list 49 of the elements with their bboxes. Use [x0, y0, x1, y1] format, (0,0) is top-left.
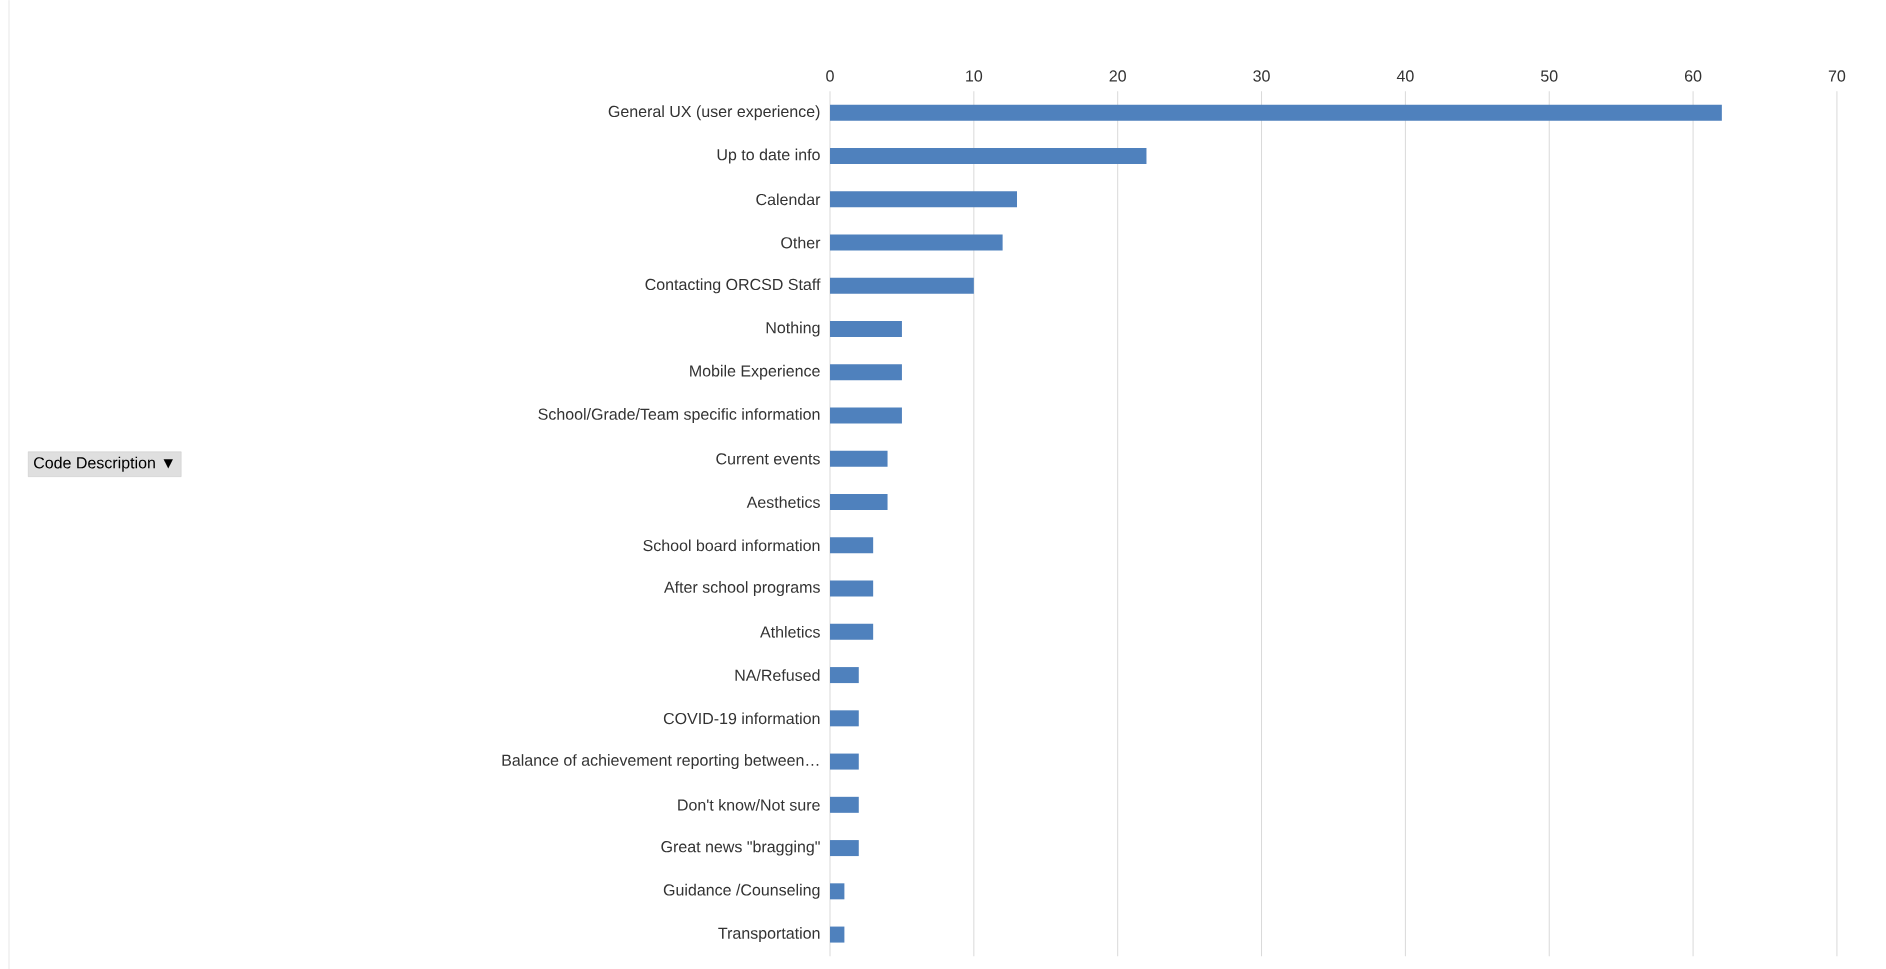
y-tick-label: Other	[781, 236, 821, 249]
x-tick-label: 70	[1828, 70, 1846, 82]
bar	[830, 839, 859, 856]
y-tick-label: COVID-19 information	[663, 712, 820, 725]
y-tick-label: After school programs	[664, 580, 820, 596]
x-tick-label: 10	[966, 70, 983, 82]
y-tick-label: Up to date info	[717, 148, 820, 164]
y-tick-label: Balance of achievement reporting between…	[502, 753, 819, 769]
bar	[830, 493, 888, 510]
bar	[830, 234, 1003, 251]
y-tick-label: Mobile Experience	[690, 364, 820, 380]
bar	[830, 753, 859, 770]
bar	[830, 450, 888, 467]
bar	[830, 580, 874, 597]
y-tick-label: Current events	[716, 452, 820, 465]
y-tick-label: Contacting ORCSD Staff	[645, 278, 821, 294]
bar	[830, 407, 902, 424]
x-tick-label: 30	[1253, 70, 1270, 82]
bar	[830, 191, 1018, 208]
bar	[830, 320, 902, 337]
y-tick-label: Guidance /Counseling	[663, 883, 820, 899]
x-tick-label: 60	[1685, 70, 1702, 82]
bar	[830, 666, 859, 683]
bar	[830, 710, 859, 727]
y-tick-label: NA/Refused	[735, 669, 820, 681]
y-tick-label: Great news "bragging"	[661, 840, 820, 856]
bar	[830, 277, 974, 294]
x-tick-label: 40	[1396, 70, 1414, 82]
x-tick-label: 20	[1109, 70, 1126, 82]
y-tick-label: Nothing	[766, 321, 820, 337]
y-tick-label: Transportation	[718, 926, 820, 942]
x-tick-label: 50	[1540, 70, 1558, 82]
bar	[830, 104, 1722, 121]
bar	[830, 926, 845, 943]
x-tick-label: 0	[826, 70, 834, 82]
bar	[830, 623, 874, 640]
bar	[830, 147, 1147, 164]
bar	[830, 796, 859, 813]
y-tick-label: General UX (user experience)	[608, 105, 820, 121]
y-tick-label: Athletics	[760, 625, 820, 638]
bar	[830, 537, 874, 554]
y-tick-label: Aesthetics	[746, 496, 820, 508]
y-tick-label: Calendar	[756, 193, 821, 206]
y-tick-label: School board information	[643, 539, 820, 552]
bar	[830, 364, 902, 381]
text: Code Description ▼	[34, 456, 173, 472]
y-tick-label: School/Grade/Team specific information	[538, 407, 820, 423]
y-tick-label: Don't know/Not sure	[678, 798, 820, 811]
bar	[830, 883, 845, 900]
